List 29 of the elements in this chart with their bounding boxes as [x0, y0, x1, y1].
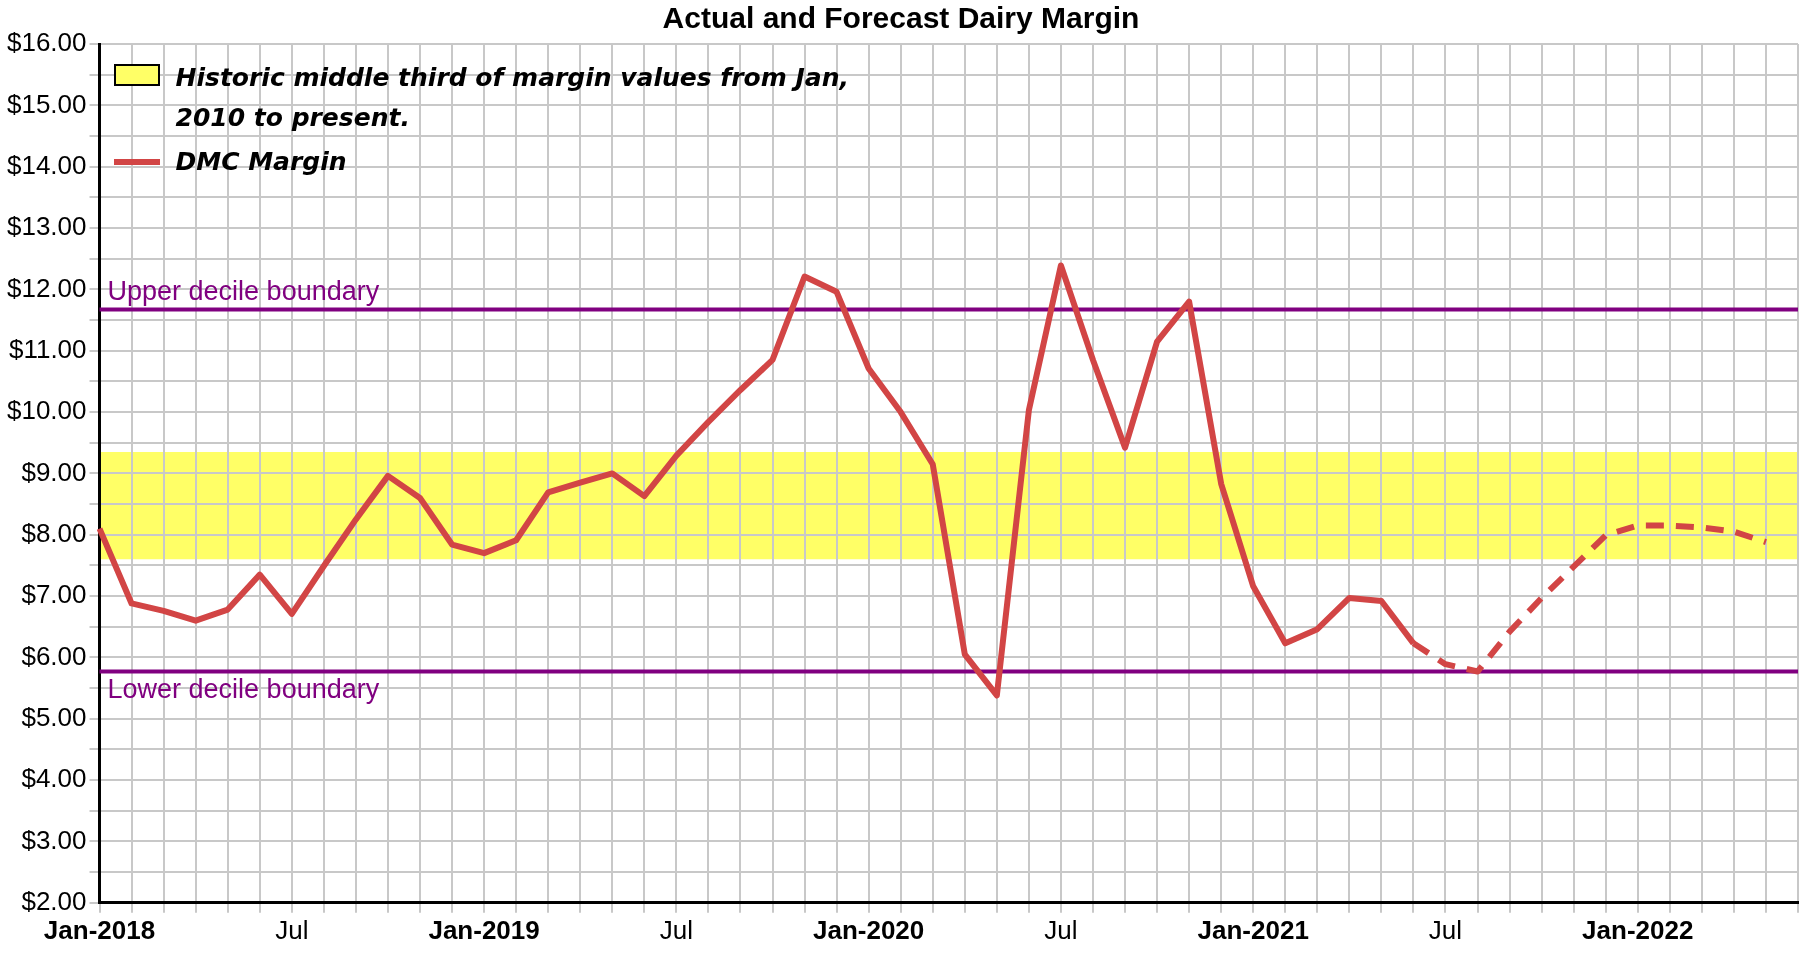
y-tick-label: $2.00 [21, 885, 87, 916]
ref-line-label: Upper decile boundary [107, 275, 380, 306]
y-tick-label: $10.00 [6, 395, 87, 426]
legend-label: Historic middle third of margin values from Jan, 2010 to present. [175, 62, 850, 134]
x-tick-label: Jan-2020 [812, 914, 925, 945]
y-tick-label: $8.00 [21, 517, 87, 548]
y-tick-label: $9.00 [21, 456, 87, 487]
ref-line-label: Lower decile boundary [107, 674, 380, 705]
legend-label: DMC Margin [175, 146, 348, 178]
y-tick-label: $13.00 [6, 211, 87, 242]
x-tick-label: Jan-2022 [1582, 914, 1694, 945]
y-tick-label: $11.00 [8, 333, 87, 364]
chart-title: Actual and Forecast Dairy Margin [662, 1, 1140, 35]
x-tick-label: Jan-2021 [1197, 914, 1309, 945]
x-tick-label: Jan-2019 [428, 914, 540, 945]
y-tick-label: $3.00 [21, 824, 87, 855]
y-tick-label: $4.00 [21, 763, 87, 794]
x-tick-label: Jul [1044, 914, 1078, 945]
x-tick-label: Jan-2018 [43, 914, 156, 945]
y-tick-label: $7.00 [21, 579, 87, 610]
x-tick-label: Jul [659, 914, 693, 945]
x-tick-label: Jul [275, 914, 309, 945]
y-tick-label: $14.00 [6, 149, 87, 180]
x-tick-label: Jul [1428, 914, 1463, 945]
y-tick-label: $15.00 [6, 88, 87, 119]
y-tick-label: $16.00 [6, 27, 87, 58]
y-tick-label: $5.00 [21, 701, 87, 732]
y-tick-label: $6.00 [21, 640, 87, 671]
y-tick-label: $12.00 [6, 272, 87, 303]
